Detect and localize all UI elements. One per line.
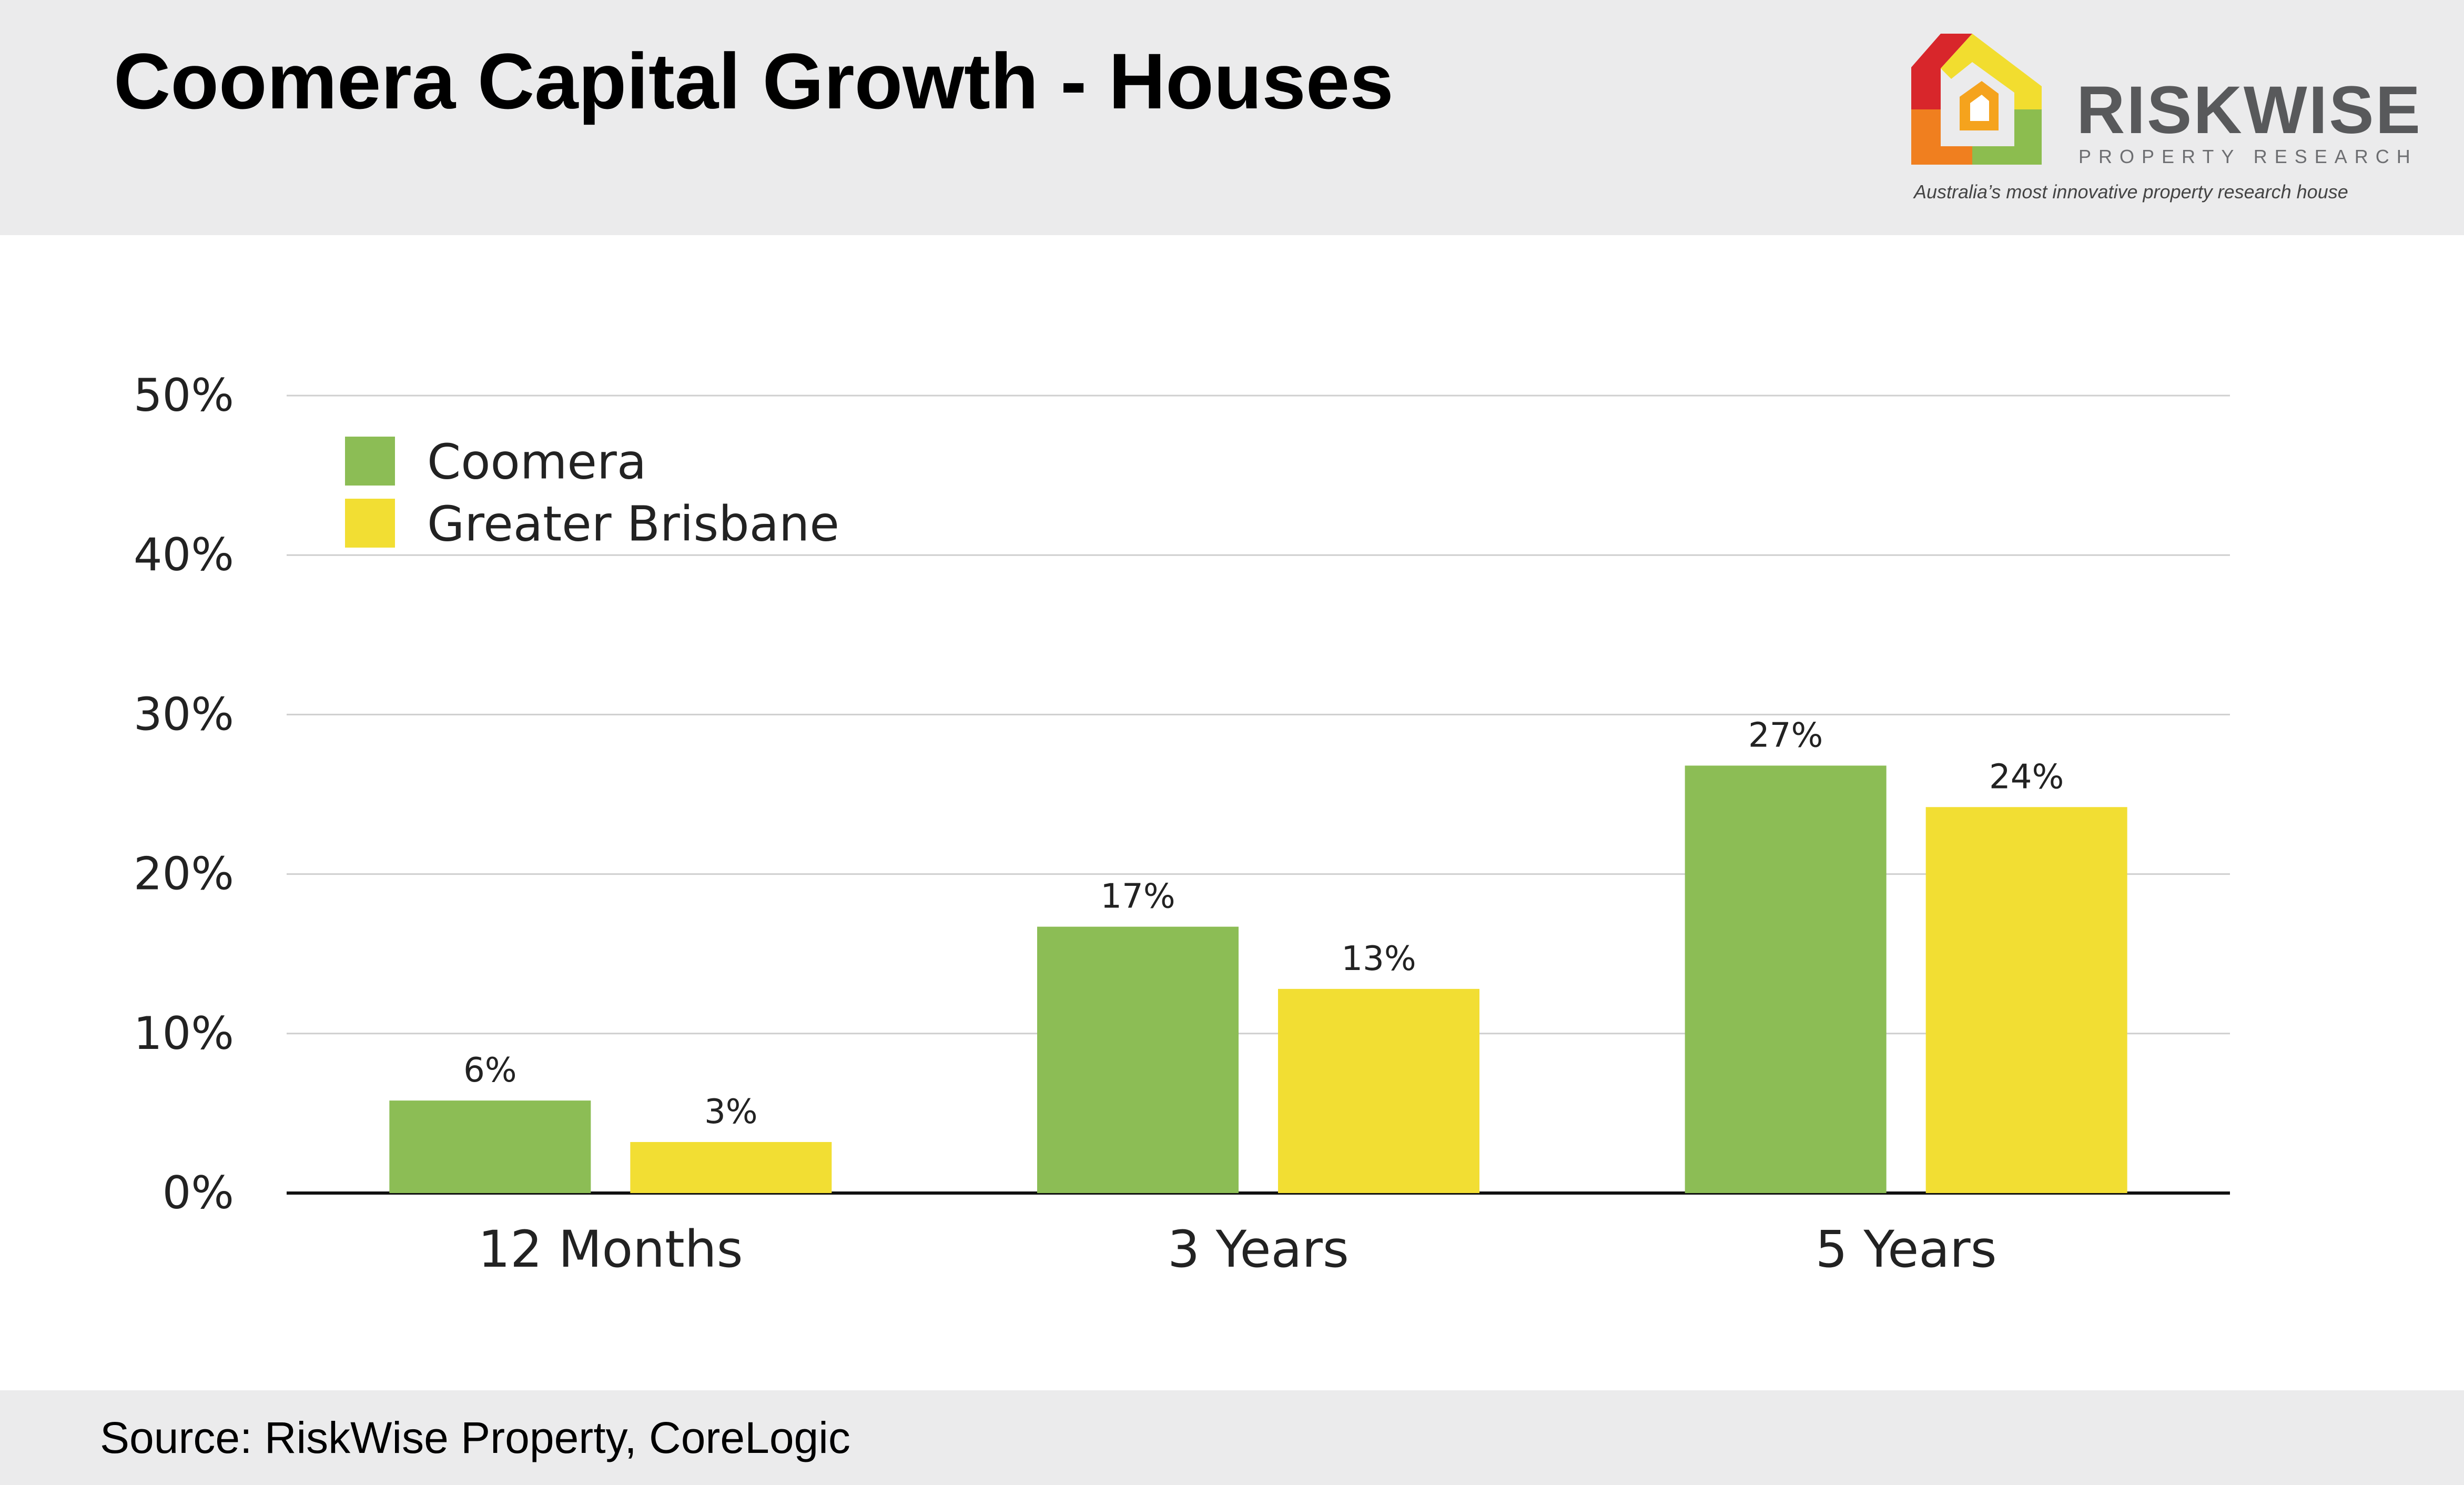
page-title: Coomera Capital Growth - Houses <box>114 37 1394 125</box>
footer-band: Source: RiskWise Property, CoreLogic <box>0 1390 2464 1485</box>
y-tick-label: 0% <box>163 1167 234 1219</box>
x-tick-label: 5 Years <box>1816 1220 1997 1279</box>
logo-subtitle: PROPERTY RESEARCH <box>2078 146 2418 167</box>
y-tick-label: 20% <box>134 848 234 901</box>
data-label: 13% <box>1341 940 1416 978</box>
data-label: 3% <box>704 1093 758 1132</box>
logo-wordmark: RISKWISE <box>2076 73 2422 148</box>
source-note: Source: RiskWise Property, CoreLogic <box>100 1413 850 1462</box>
x-tick-label: 12 Months <box>478 1220 743 1279</box>
y-tick-label: 50% <box>134 369 234 422</box>
y-tick-label: 40% <box>134 529 234 581</box>
logo-tagline: Australia’s most innovative property res… <box>1914 181 2348 203</box>
bar-coomera <box>1037 926 1239 1193</box>
bar-coomera <box>389 1100 591 1193</box>
riskwise-logo: RISKWISE PROPERTY RESEARCH Australia’s m… <box>1909 31 2420 209</box>
data-label: 27% <box>1748 716 1823 755</box>
bar-coomera <box>1685 765 1887 1193</box>
bar-greater-brisbane <box>1278 988 1479 1193</box>
x-tick-label: 3 Years <box>1168 1220 1349 1279</box>
y-tick-label: 10% <box>134 1007 234 1060</box>
header-band: Coomera Capital Growth - Houses RISKWISE… <box>0 0 2464 235</box>
legend-swatch <box>345 499 395 548</box>
y-tick-label: 30% <box>134 688 234 741</box>
data-label: 6% <box>463 1051 517 1090</box>
bar-chart: 0% 10% 20% 30% 40% 50% 6% 3% 12 Months 17% 13% 3 Ye… <box>134 369 2230 1279</box>
data-label: 24% <box>1989 757 2064 796</box>
legend-label: Greater Brisbane <box>427 496 839 552</box>
legend-swatch <box>345 437 395 486</box>
house-logo-icon <box>1911 34 2042 165</box>
bar-greater-brisbane <box>1925 807 2127 1193</box>
data-label: 17% <box>1100 877 1175 916</box>
legend-label: Coomera <box>427 434 646 490</box>
bar-greater-brisbane <box>630 1141 832 1193</box>
